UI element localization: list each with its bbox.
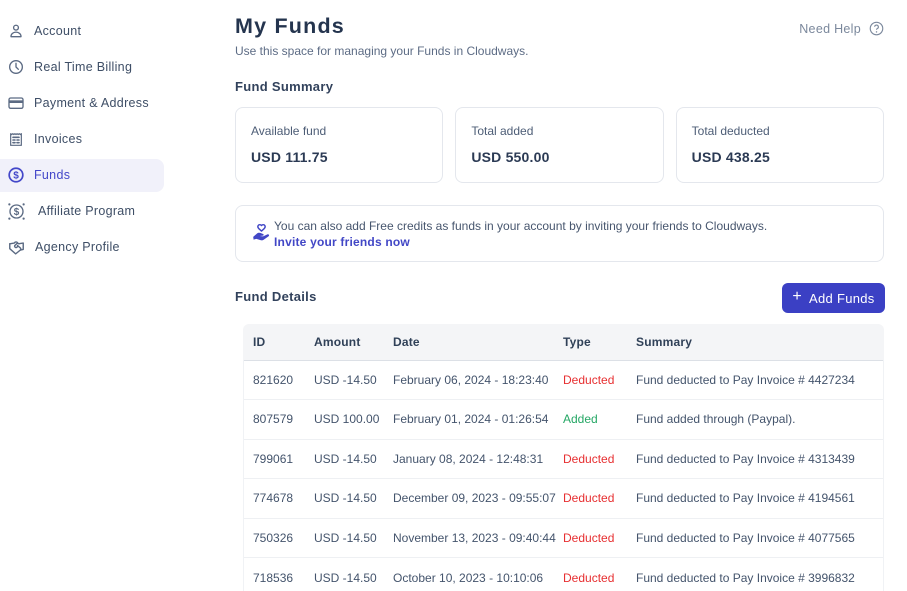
svg-text:$: $ xyxy=(13,171,19,182)
svg-text:$: $ xyxy=(14,207,20,218)
